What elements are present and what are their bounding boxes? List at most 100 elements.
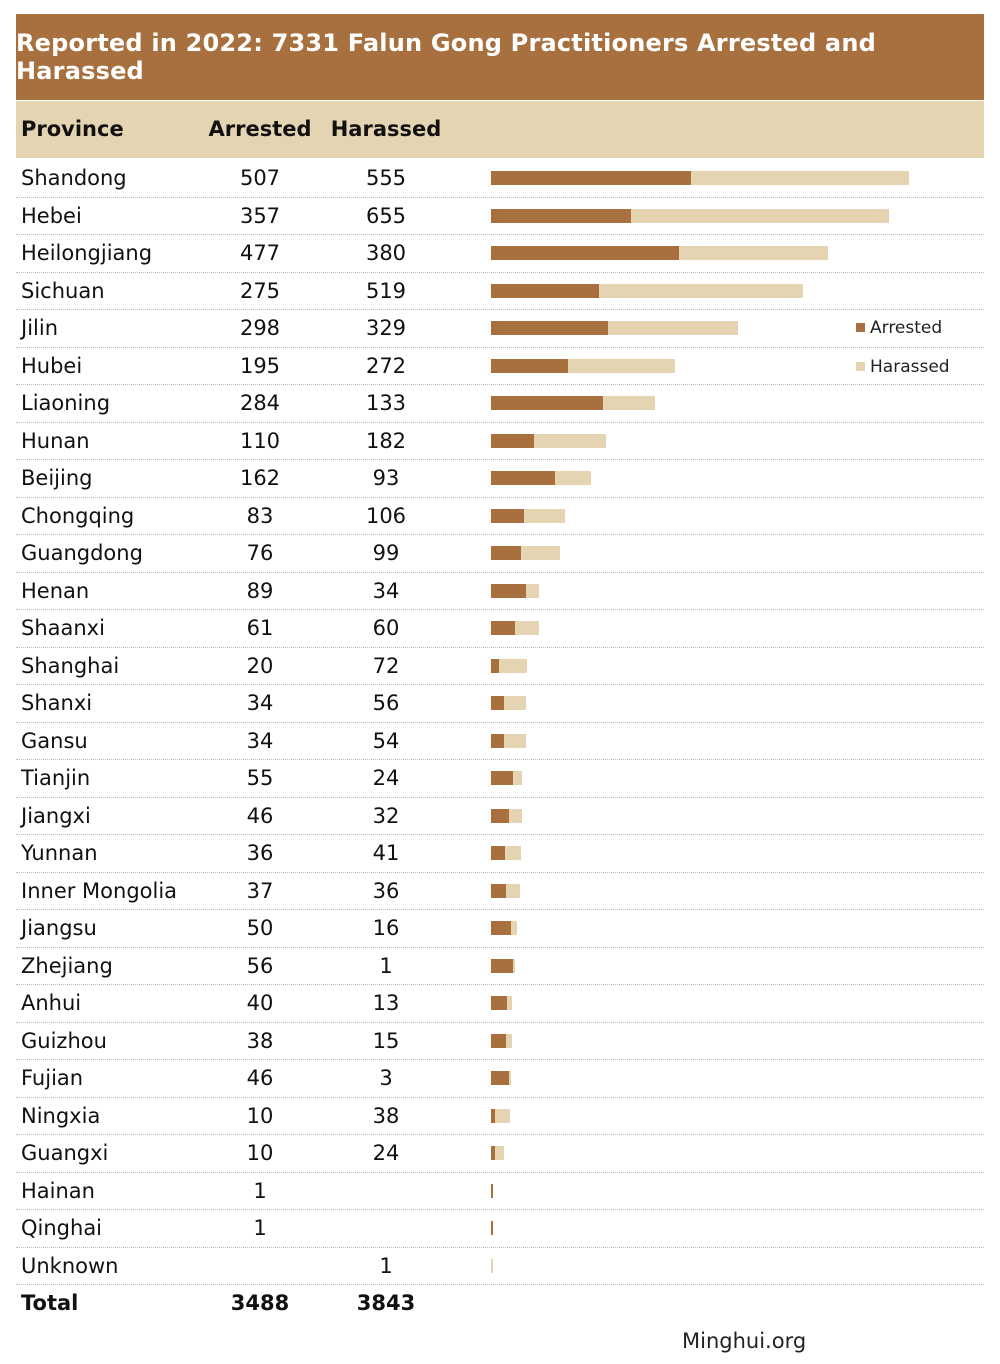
bar-arrested — [491, 396, 603, 410]
province-name: Anhui — [21, 991, 82, 1015]
row-divider — [16, 684, 984, 685]
harassed-value: 1 — [379, 953, 393, 978]
legend-swatch-harassed — [856, 362, 865, 371]
arrested-value: 10 — [246, 1141, 274, 1165]
row-divider — [16, 909, 984, 910]
province-name: Guizhou — [21, 1028, 107, 1053]
arrested-value: 40 — [246, 991, 274, 1015]
table-row: Jilin 298 329 — [0, 310, 1000, 348]
arrested-value: 89 — [246, 578, 274, 603]
harassed-value: 32 — [372, 803, 400, 828]
province-name: Fujian — [21, 1066, 84, 1090]
harassed-value: 1 — [379, 1253, 393, 1278]
arrested-value: 83 — [246, 503, 274, 528]
harassed-value: 24 — [372, 1141, 400, 1165]
table-row: Liaoning 284 133 — [0, 385, 1000, 423]
bar-harassed — [631, 208, 890, 223]
harassed-value — [326, 1173, 446, 1210]
harassed-value: 519 — [365, 278, 407, 303]
province-name: Hubei — [21, 353, 83, 378]
bar-arrested — [491, 621, 515, 635]
bar-harassed — [505, 846, 522, 860]
row-divider — [16, 609, 984, 610]
bar-arrested — [491, 658, 499, 673]
legend-swatch-arrested — [856, 323, 865, 332]
bar-harassed — [504, 696, 527, 710]
harassed-value: 36 — [372, 878, 400, 903]
province-name: Shanghai — [21, 653, 120, 678]
chart-title: Reported in 2022: 7331 Falun Gong Practi… — [16, 29, 876, 85]
bar-arrested — [491, 846, 506, 860]
column-header-province: Province — [21, 117, 124, 141]
arrested-value: 275 — [239, 278, 281, 303]
bar-harassed — [599, 283, 804, 298]
arrested-value: 298 — [239, 316, 281, 340]
table-row: Jiangxi 46 32 — [0, 798, 1000, 835]
bar-harassed — [534, 433, 606, 448]
harassed-value: 133 — [365, 391, 407, 415]
row-divider — [16, 1134, 984, 1135]
row-divider — [16, 984, 984, 985]
bar-arrested — [491, 208, 632, 223]
legend-label-harassed: Harassed — [870, 357, 950, 377]
harassed-value: 34 — [372, 578, 400, 603]
column-header-arrested: Arrested — [208, 117, 312, 141]
bar-harassed — [513, 958, 515, 973]
arrested-value: 34 — [246, 728, 274, 753]
bar-arrested — [491, 771, 513, 785]
table-row: Shanxi 34 56 — [0, 685, 1000, 723]
bar-arrested — [491, 433, 535, 448]
table-row: Guangdong 76 99 — [0, 535, 1000, 573]
table-row: Heilongjiang 477 380 — [0, 235, 1000, 273]
bar-arrested — [491, 883, 506, 898]
province-name: Qinghai — [21, 1216, 103, 1240]
bar-harassed — [515, 621, 539, 635]
harassed-value: 72 — [372, 653, 400, 678]
province-name: Tianjin — [21, 766, 91, 790]
row-divider — [16, 1021, 984, 1023]
arrested-value: 284 — [239, 391, 281, 415]
legend-item-arrested: Arrested — [856, 318, 942, 338]
bar-harassed — [608, 321, 738, 335]
table-row: Guizhou 38 15 — [0, 1023, 1000, 1060]
table-row: Shaanxi 61 60 — [0, 610, 1000, 648]
province-name: Guangxi — [21, 1141, 109, 1165]
harassed-value: 380 — [365, 241, 407, 265]
province-name: Zhejiang — [21, 953, 113, 978]
bar-arrested — [491, 358, 568, 373]
province-name: Gansu — [21, 728, 88, 753]
bar-arrested — [491, 246, 679, 260]
province-name: Unknown — [21, 1253, 119, 1278]
total-harassed: 3843 — [356, 1291, 416, 1315]
arrested-value: 34 — [246, 691, 274, 715]
bar-arrested — [491, 1033, 506, 1048]
row-divider — [16, 1096, 984, 1098]
harassed-value: 60 — [372, 616, 400, 640]
total-label: Total — [21, 1291, 79, 1315]
bar-arrested — [491, 958, 514, 973]
table-row: Hunan 110 182 — [0, 423, 1000, 460]
bar-arrested — [491, 471, 555, 485]
bar-harassed — [523, 508, 566, 523]
arrested-value — [200, 1248, 320, 1285]
harassed-value: 93 — [372, 466, 400, 490]
bar-arrested — [491, 321, 609, 335]
arrested-value: 46 — [246, 803, 274, 828]
bar-harassed — [678, 246, 829, 260]
table-row: Henan 89 34 — [0, 573, 1000, 610]
source-credit: Minghui.org — [682, 1329, 807, 1353]
harassed-value: 182 — [365, 428, 407, 453]
harassed-value: 106 — [365, 503, 407, 528]
harassed-value: 38 — [372, 1103, 400, 1128]
arrested-value: 507 — [239, 166, 281, 190]
harassed-value: 56 — [372, 691, 400, 715]
bar-harassed — [520, 546, 560, 560]
row-divider — [16, 496, 984, 498]
table-row: Yunnan 36 41 — [0, 835, 1000, 873]
harassed-value: 15 — [372, 1028, 400, 1053]
province-name: Sichuan — [21, 278, 105, 303]
table-row: Unknown 1 — [0, 1248, 1000, 1285]
row-divider — [16, 946, 984, 948]
row-divider — [16, 1209, 984, 1210]
arrested-value: 357 — [239, 203, 281, 228]
